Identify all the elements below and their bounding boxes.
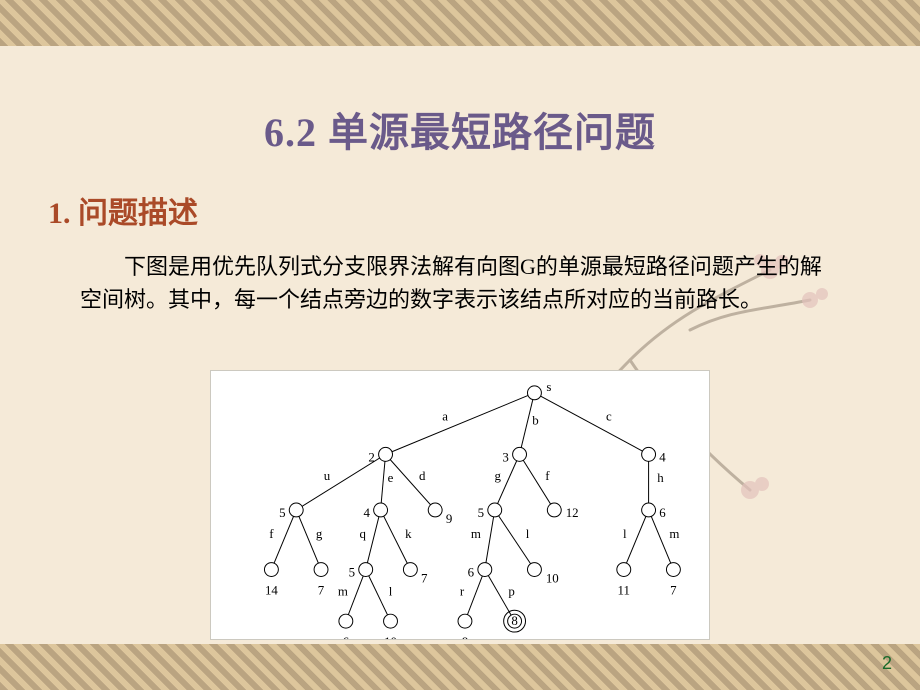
svg-text:4: 4 <box>659 450 666 464</box>
svg-text:11: 11 <box>618 583 630 597</box>
svg-text:u: u <box>324 469 331 483</box>
svg-text:f: f <box>545 469 550 483</box>
svg-text:6: 6 <box>468 565 475 579</box>
svg-text:h: h <box>657 471 664 485</box>
svg-text:5: 5 <box>478 506 484 520</box>
svg-text:l: l <box>526 527 530 541</box>
svg-text:b: b <box>532 414 538 428</box>
svg-text:10: 10 <box>384 635 397 639</box>
svg-text:2: 2 <box>368 450 374 464</box>
svg-text:g: g <box>494 469 501 483</box>
svg-text:m: m <box>338 584 348 598</box>
svg-text:5: 5 <box>279 506 285 520</box>
svg-text:10: 10 <box>546 571 559 585</box>
page-number: 2 <box>882 653 892 674</box>
svg-text:8: 8 <box>462 635 468 639</box>
svg-text:f: f <box>269 527 274 541</box>
svg-text:3: 3 <box>502 450 508 464</box>
svg-text:4: 4 <box>363 506 370 520</box>
svg-text:d: d <box>419 469 426 483</box>
svg-text:7: 7 <box>670 583 677 597</box>
svg-text:7: 7 <box>318 583 325 597</box>
svg-text:9: 9 <box>446 512 452 526</box>
svg-text:5: 5 <box>349 565 355 579</box>
svg-text:12: 12 <box>566 506 579 520</box>
section-heading: 1. 问题描述 <box>48 188 198 232</box>
svg-text:q: q <box>359 527 366 541</box>
svg-text:r: r <box>460 584 465 598</box>
svg-text:l: l <box>389 584 393 598</box>
svg-text:a: a <box>442 410 448 424</box>
svg-text:p: p <box>508 584 514 598</box>
svg-text:s: s <box>546 380 551 394</box>
svg-text:m: m <box>471 527 481 541</box>
svg-text:6: 6 <box>343 635 350 639</box>
svg-text:6: 6 <box>659 506 666 520</box>
svg-text:c: c <box>606 410 612 424</box>
svg-text:7: 7 <box>421 571 428 585</box>
slide-title: 6.2 单源最短路径问题 <box>0 100 920 158</box>
svg-text:e: e <box>388 471 394 485</box>
svg-text:g: g <box>316 527 323 541</box>
svg-text:14: 14 <box>265 583 278 597</box>
description-paragraph: 下图是用优先队列式分支限界法解有向图G的单源最短路径问题产生的解空间树。其中，每… <box>80 250 840 316</box>
svg-text:l: l <box>623 527 627 541</box>
svg-text:k: k <box>405 527 412 541</box>
slide-content: 6.2 单源最短路径问题 1. 问题描述 下图是用优先队列式分支限界法解有向图G… <box>0 0 920 690</box>
solution-tree-figure: a b c u e d g f h f g q k m l l m m l r p s 2 3 4 5 4 9 5 12 6 14 7 5 7 6 10… <box>210 370 710 640</box>
svg-text:8: 8 <box>511 614 517 628</box>
tree-diagram: a b c u e d g f h f g q k m l l m m l r p s 2 3 4 5 4 9 5 12 6 14 7 5 7 6 10… <box>211 371 709 639</box>
svg-text:m: m <box>669 527 679 541</box>
